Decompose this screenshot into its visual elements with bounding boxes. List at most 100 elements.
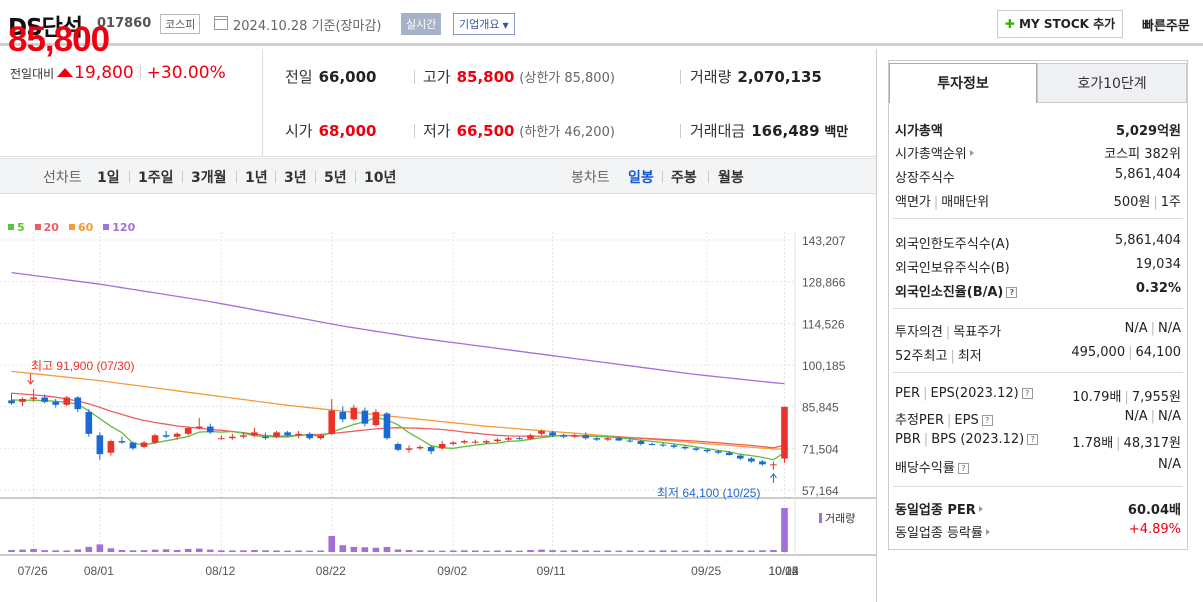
candle-body: [206, 426, 214, 433]
candle-body: [538, 430, 545, 434]
candle-body: [383, 413, 391, 439]
company-overview-dropdown[interactable]: 기업개요 ▼: [453, 13, 515, 35]
volume-bar: [383, 546, 391, 552]
candle-body: [63, 397, 71, 405]
y-tick-label: 85,845: [802, 401, 839, 415]
volume-bar: [725, 550, 733, 552]
candle-body: [30, 397, 37, 399]
candle-body: [19, 398, 26, 402]
volume-bar: [19, 549, 26, 552]
period-10y[interactable]: 10년: [364, 170, 397, 186]
candle-body: [759, 461, 766, 465]
period-3m[interactable]: 3개월: [191, 170, 227, 186]
candle-monthly[interactable]: 월봉: [718, 170, 744, 186]
change-value: 19,800: [74, 63, 134, 83]
volume-legend-label: 거래량: [825, 512, 855, 525]
candle-body: [571, 435, 578, 437]
candle-body: [405, 448, 413, 450]
y-tick-label: 57,164: [802, 484, 839, 498]
realtime-button[interactable]: 실시간: [401, 13, 442, 35]
candle-body: [339, 412, 347, 420]
period-5y[interactable]: 5년: [324, 170, 347, 186]
candle-daily[interactable]: 일봉: [628, 170, 654, 186]
tab-invest-info[interactable]: 투자정보: [889, 63, 1037, 103]
chevron-down-icon: ▼: [502, 21, 509, 30]
add-mystock-button[interactable]: ✚ MY STOCK 추가: [997, 10, 1123, 38]
change-line: 전일대비 19,800 +30.00%: [10, 63, 226, 83]
volume-bar: [52, 550, 60, 552]
candle-body: [162, 435, 170, 437]
volume-bar: [571, 550, 578, 552]
x-tick-label: 09/02: [437, 564, 467, 578]
x-tick-label: 08/12: [205, 564, 235, 578]
help-icon[interactable]: ?: [1021, 388, 1033, 399]
x-tick-label: 10/02: [768, 564, 798, 578]
volume-bar: [74, 549, 82, 552]
volume-bar: [151, 549, 159, 552]
candle-body: [725, 452, 733, 456]
candle-body: [770, 464, 777, 466]
candle-body: [229, 436, 236, 439]
ma-line-5: [11, 399, 785, 461]
legend-ma-20: 20: [34, 221, 59, 234]
quick-order-link[interactable]: 빠른주문: [1142, 19, 1190, 34]
wk52-row: 52주최고 | 최저 495,000 | 64,100: [895, 345, 1181, 364]
date-text: 2024.10.28 기준(장마감): [233, 19, 382, 34]
candle-body: [295, 433, 302, 436]
prev-close: 전일 66,000: [285, 68, 377, 86]
help-icon[interactable]: ?: [1027, 434, 1039, 445]
volume-legend-swatch: [819, 513, 822, 523]
volume-bar: [394, 549, 402, 552]
period-1d[interactable]: 1일: [97, 170, 120, 186]
candle-body: [129, 442, 137, 449]
volume-bar: [306, 550, 313, 552]
cap-rank-row[interactable]: 시가총액순위 코스피 382위: [895, 147, 1181, 162]
candle-body: [516, 438, 523, 440]
candle-body: [626, 440, 634, 442]
candle-body: [748, 458, 755, 462]
volume-bar: [714, 550, 722, 552]
help-icon[interactable]: ?: [1006, 287, 1018, 298]
candle-body: [306, 433, 313, 439]
candle-body: [692, 448, 700, 450]
volume-bar: [30, 548, 37, 552]
volume-bar: [372, 547, 380, 552]
candle-weekly[interactable]: 주봉: [671, 170, 697, 186]
volume-bar: [162, 549, 170, 552]
candle-body: [317, 435, 325, 439]
volume-bar: [140, 550, 148, 552]
volume-bar: [328, 535, 336, 552]
y-tick-label: 143,207: [802, 234, 846, 248]
y-tick-label: 128,866: [802, 276, 846, 290]
volume-bar: [218, 550, 225, 552]
volume-bar: [626, 550, 634, 552]
volume-bar: [427, 550, 435, 552]
industry-per-row[interactable]: 동일업종 PER 60.04배: [895, 503, 1181, 518]
caret-right-icon: [978, 506, 983, 512]
period-1w[interactable]: 1주일: [138, 170, 174, 186]
volume-bar: [251, 549, 258, 552]
candle-body: [96, 435, 104, 455]
tab-order-book[interactable]: 호가10단계: [1037, 63, 1187, 103]
help-icon[interactable]: ?: [981, 415, 993, 426]
volume-bar: [471, 550, 479, 552]
candle-body: [494, 439, 501, 442]
candle-body: [151, 435, 159, 443]
foreign-ratio-row: 외국인소진율(B/A)? 0.32%: [895, 281, 1181, 300]
candle-body: [107, 441, 115, 453]
calendar-icon: [214, 16, 228, 30]
legend-ma-120: 120: [103, 221, 135, 234]
candle-body: [471, 441, 479, 443]
candle-body: [714, 451, 722, 453]
help-icon[interactable]: ?: [957, 463, 969, 474]
period-1y[interactable]: 1년: [245, 170, 268, 186]
opinion-row: 투자의견 | 목표주가 N/A | N/A: [895, 321, 1181, 340]
industry-change-row[interactable]: 동일업종 등락률 +4.89%: [895, 522, 1181, 541]
volume-bar: [96, 544, 104, 552]
caret-right-icon: [969, 150, 974, 156]
candle-body: [218, 438, 225, 440]
company-overview-label: 기업개요: [459, 18, 500, 31]
period-3y[interactable]: 3년: [284, 170, 307, 186]
candle-body: [427, 446, 435, 452]
candle-chart-label: 봉차트: [571, 170, 610, 186]
